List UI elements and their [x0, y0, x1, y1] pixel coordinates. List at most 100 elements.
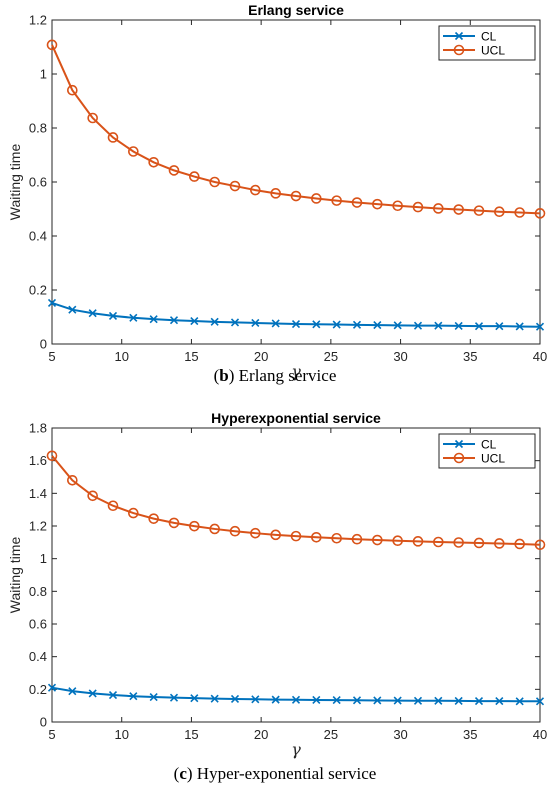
data-point — [169, 693, 179, 702]
data-point — [229, 525, 241, 537]
data-point — [495, 697, 504, 706]
data-point — [271, 695, 280, 704]
data-point — [107, 132, 119, 143]
data-point — [412, 536, 424, 547]
data-point — [311, 193, 322, 204]
data-point — [434, 696, 443, 705]
data-point — [47, 298, 57, 308]
data-point — [535, 322, 545, 331]
data-point — [271, 319, 280, 328]
data-point — [290, 190, 302, 202]
data-point — [514, 538, 525, 550]
chart-title: Hyperexponential service — [211, 410, 381, 426]
data-point — [149, 315, 158, 324]
data-point — [210, 317, 219, 326]
data-point — [189, 171, 200, 182]
x-axis-label: γ — [291, 740, 301, 759]
data-point — [251, 695, 260, 704]
x-tick-label: 5 — [48, 727, 55, 742]
y-tick-label: 1.6 — [29, 453, 47, 468]
data-point — [373, 321, 382, 330]
data-point — [413, 696, 423, 705]
data-point — [473, 537, 485, 549]
data-point — [107, 500, 119, 512]
data-point — [88, 689, 97, 698]
data-point — [392, 535, 403, 547]
series-ucl — [46, 39, 546, 219]
data-point — [474, 322, 484, 331]
data-point — [87, 112, 98, 124]
legend-marker — [454, 31, 464, 41]
x-tick-label: 40 — [533, 727, 547, 742]
data-point — [230, 318, 240, 327]
data-point — [352, 320, 362, 329]
data-point — [474, 697, 484, 706]
data-point — [433, 536, 444, 548]
x-tick-label: 40 — [533, 349, 547, 364]
data-point — [393, 321, 402, 330]
x-tick-label: 15 — [184, 727, 198, 742]
data-point — [515, 322, 524, 331]
data-point — [351, 197, 363, 208]
data-point — [473, 205, 485, 216]
x-tick-label: 5 — [48, 349, 55, 364]
y-tick-label: 0.4 — [29, 649, 47, 664]
data-point — [189, 520, 200, 532]
data-point — [87, 490, 98, 502]
data-point — [129, 692, 138, 701]
y-tick-label: 1.8 — [29, 421, 47, 436]
y-tick-label: 0.2 — [29, 283, 47, 298]
data-point — [88, 309, 97, 318]
x-tick-label: 35 — [463, 727, 477, 742]
legend-marker — [453, 44, 465, 56]
legend-entry-ucl: UCL — [443, 44, 505, 58]
legend-label: CL — [481, 30, 497, 44]
data-point — [332, 696, 341, 705]
x-tick-label: 20 — [254, 349, 268, 364]
y-axis-label: Waiting time — [7, 144, 23, 221]
legend-box — [438, 25, 536, 61]
data-point — [68, 305, 77, 314]
y-tick-label: 0.8 — [29, 121, 47, 136]
data-point — [535, 697, 545, 706]
data-point — [373, 696, 382, 705]
y-tick-label: 0.2 — [29, 682, 47, 697]
data-point — [312, 695, 321, 705]
chart-title: Erlang service — [248, 2, 344, 18]
data-point — [290, 530, 302, 542]
data-point — [108, 690, 118, 700]
data-point — [46, 450, 58, 462]
legend-marker — [454, 439, 464, 449]
x-axis-label: γ — [291, 362, 301, 381]
data-point — [209, 176, 220, 188]
legend-marker — [453, 452, 465, 464]
x-tick-label: 35 — [463, 349, 477, 364]
y-tick-label: 1 — [40, 67, 47, 82]
legend-label: CL — [481, 438, 497, 452]
data-point — [454, 696, 463, 705]
data-point — [270, 188, 281, 199]
y-tick-label: 0 — [40, 337, 47, 352]
series-line-ucl — [51, 455, 541, 546]
data-point — [46, 39, 58, 51]
data-point — [291, 695, 301, 704]
data-point — [148, 156, 159, 168]
data-point — [433, 203, 444, 214]
data-point — [494, 538, 505, 549]
data-point — [352, 696, 362, 705]
data-point — [270, 529, 281, 541]
y-tick-label: 1.4 — [29, 486, 47, 501]
legend-label: UCL — [481, 44, 505, 58]
data-point — [311, 531, 322, 543]
data-point — [332, 320, 341, 329]
data-point — [434, 321, 443, 330]
data-point — [149, 692, 158, 702]
x-tick-label: 15 — [184, 349, 198, 364]
data-point — [209, 523, 220, 535]
data-point — [534, 539, 546, 551]
data-point — [250, 527, 261, 539]
legend-entry-ucl: UCL — [443, 452, 505, 466]
